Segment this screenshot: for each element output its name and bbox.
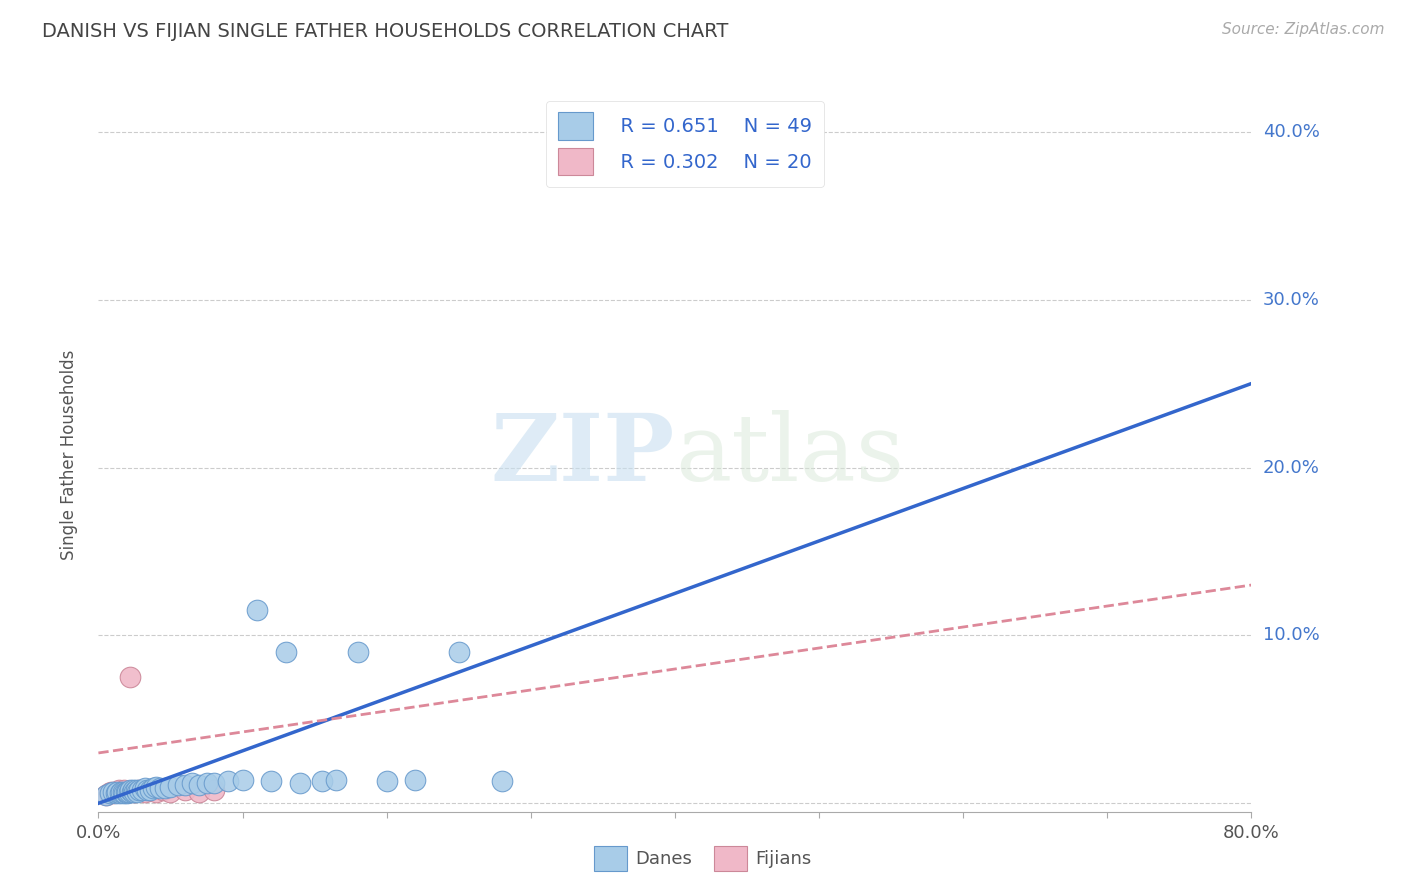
Text: DANISH VS FIJIAN SINGLE FATHER HOUSEHOLDS CORRELATION CHART: DANISH VS FIJIAN SINGLE FATHER HOUSEHOLD… [42,22,728,41]
Point [142,781,165,796]
Point [97,786,120,800]
Point [121,784,143,798]
Point [159,780,181,794]
Point [447,645,470,659]
Point [104,784,127,798]
Text: 20.0%: 20.0% [1263,458,1320,476]
Point [346,645,368,659]
Point [217,774,239,789]
Point [195,776,218,790]
Point [202,783,225,797]
Point [117,784,138,798]
Point [128,783,150,797]
Point [405,772,427,787]
Point [112,786,135,800]
Point [105,784,128,798]
Point [202,776,225,790]
Point [136,783,159,797]
Point [274,645,297,659]
Point [134,781,156,796]
Point [131,783,153,797]
Point [149,781,172,796]
Point [375,774,398,789]
Y-axis label: Single Father Households: Single Father Households [59,350,77,560]
Text: 30.0%: 30.0% [1263,291,1320,309]
Point [188,778,211,792]
Point [128,783,150,797]
Point [107,783,129,797]
Point [118,784,141,798]
Text: ZIP: ZIP [491,410,675,500]
Legend: Danes, Fijians: Danes, Fijians [586,838,820,879]
Point [231,772,254,787]
Point [159,784,181,798]
Point [114,784,136,798]
Point [311,774,333,789]
Point [181,776,204,790]
Point [134,784,156,798]
Point [120,783,142,797]
Point [112,783,135,797]
Legend:   R = 0.651    N = 49,   R = 0.302    N = 20: R = 0.651 N = 49, R = 0.302 N = 20 [547,101,824,186]
Point [145,784,167,798]
Point [125,783,148,797]
Point [122,783,145,797]
Point [124,784,146,798]
Point [120,670,142,684]
Point [166,778,188,792]
Point [174,778,197,792]
Point [260,774,283,789]
Point [111,784,134,798]
Point [127,784,149,798]
Text: 10.0%: 10.0% [1263,626,1320,644]
Point [101,786,124,800]
Point [152,783,174,797]
Point [110,784,132,798]
Point [117,786,138,800]
Point [94,788,117,802]
Point [153,781,176,796]
Point [110,784,132,798]
Point [174,783,197,797]
Point [108,786,131,800]
Text: 40.0%: 40.0% [1263,123,1320,141]
Point [246,603,269,617]
Point [94,788,117,802]
Point [325,772,347,787]
Point [124,784,146,798]
Point [139,783,162,797]
Point [491,774,513,789]
Text: Source: ZipAtlas.com: Source: ZipAtlas.com [1222,22,1385,37]
Point [188,784,211,798]
Point [548,141,571,155]
Point [98,786,121,800]
Point [104,786,127,800]
Point [117,784,138,798]
Point [100,784,122,798]
Point [139,783,162,797]
Point [101,784,124,798]
Point [145,780,167,794]
Text: atlas: atlas [675,410,904,500]
Point [290,776,312,790]
